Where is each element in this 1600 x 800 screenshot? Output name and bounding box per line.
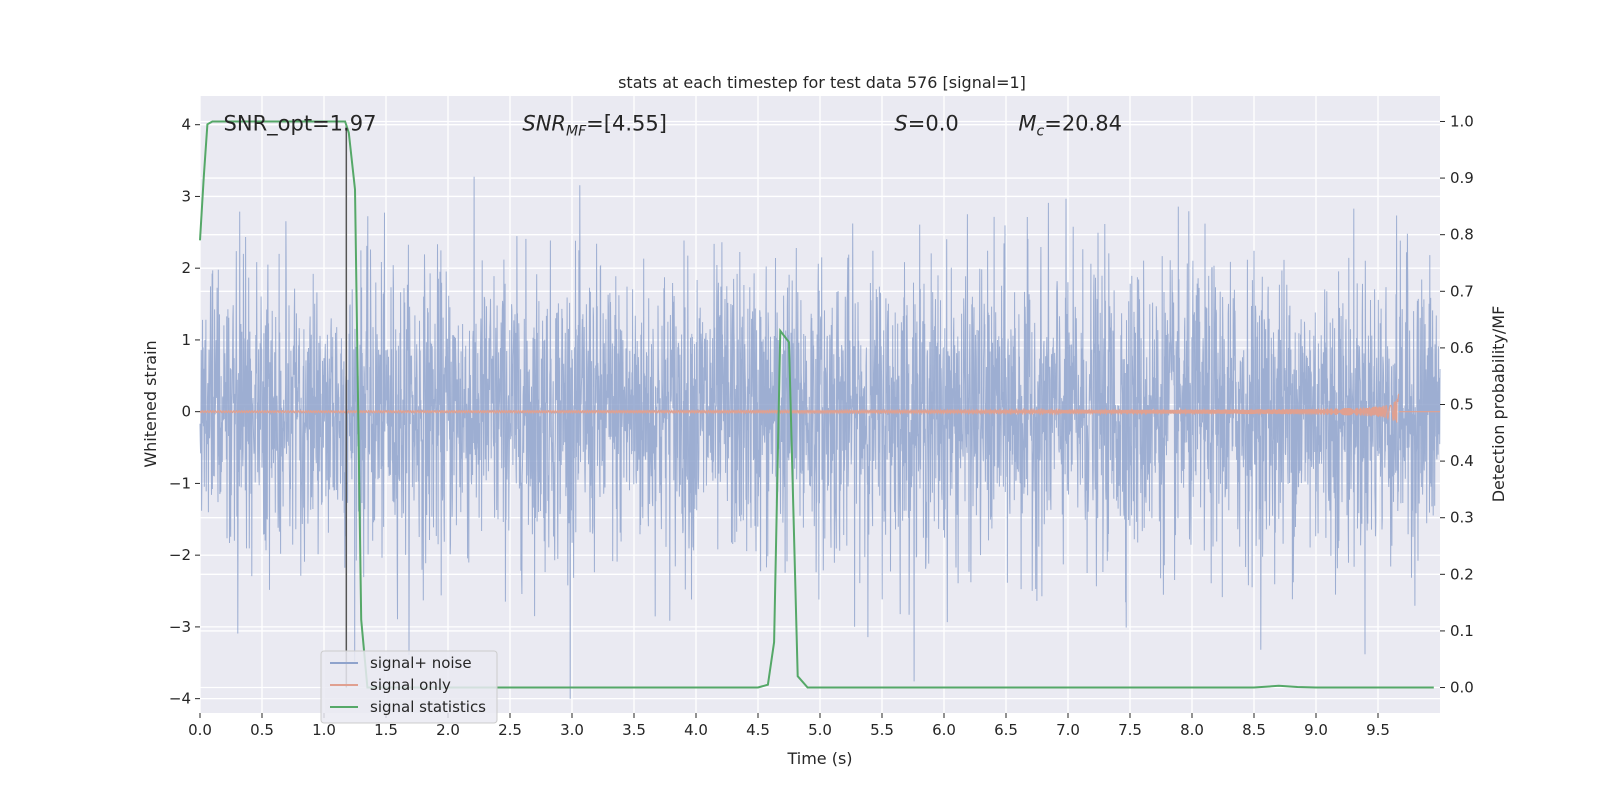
y-tick-label: 2 [181,259,191,277]
y-tick-label: 4 [181,116,191,134]
y-axis-ticks: −4 −3 −2 −1 0 1 2 3 4 [169,116,200,708]
signal-statistics-line [199,120,1434,689]
right-axis-ticks: 0.0 0.1 0.2 0.3 0.4 0.5 0.6 0.7 0.8 0.9 1.0 [1440,112,1474,697]
y-tick-label: −2 [169,546,191,564]
legend-label-signal-noise: signal+ noise [370,654,472,672]
annotation-mc-value: Mc=20.84 [1018,112,1122,140]
x-tick-label: 7.5 [1118,721,1142,739]
x-tick-label: 3.5 [622,721,646,739]
x-tick-label: 9.0 [1304,721,1328,739]
right-tick-label: 0.8 [1450,226,1474,244]
right-tick-label: 0.5 [1450,396,1474,414]
right-tick-label: 0.1 [1450,622,1474,640]
annotation-snr-mf: SNRMF=[4.55] [522,112,667,140]
signal-statistics-series [199,120,1434,689]
annotation-snr-opt: SNR_opt=1.97 [224,112,377,137]
legend-label-signal-only: signal only [370,676,451,694]
chart-title: stats at each timestep for test data 576… [618,73,1026,92]
right-tick-label: 0.6 [1450,339,1474,357]
legend: signal+ noise signal only signal statist… [320,650,498,724]
x-tick-label: 8.0 [1180,721,1204,739]
y-tick-label: −4 [169,690,191,708]
x-tick-label: 5.0 [808,721,832,739]
x-tick-label: 0.0 [188,721,212,739]
x-tick-label: 8.5 [1242,721,1266,739]
y-tick-label: −3 [169,618,191,636]
right-tick-label: 0.7 [1450,282,1474,300]
y-tick-label: 3 [181,187,191,205]
right-tick-label: 0.2 [1450,565,1474,583]
right-tick-label: 1.0 [1450,112,1474,130]
x-tick-label: 4.0 [684,721,708,739]
signal-noise-line [199,176,1441,699]
signal-only-series [199,393,1440,423]
y-tick-label: 1 [181,331,191,349]
x-tick-label: 2.0 [436,721,460,739]
x-tick-label: 7.0 [1056,721,1080,739]
right-axis-label: Detection probability/MF [1489,306,1508,503]
legend-box [320,650,498,724]
x-tick-label: 6.5 [994,721,1018,739]
annotation-s-value: S=0.0 [894,112,958,136]
right-tick-label: 0.9 [1450,169,1474,187]
x-tick-label: 1.0 [312,721,336,739]
signal-only-line [199,393,1400,423]
x-tick-label: 5.5 [870,721,894,739]
x-tick-label: 1.5 [374,721,398,739]
x-axis-ticks: 0.0 0.5 1.0 1.5 2.0 2.5 3.0 3.5 4.0 4.5 5.0 5.5 6.0 6… [188,713,1390,739]
y-tick-label: 0 [181,403,191,421]
x-tick-label: 0.5 [250,721,274,739]
annotations: SNR_opt=1.97 SNRMF=[4.55] S=0.0 Mc=20.84 [224,112,1122,140]
x-tick-label: 4.5 [746,721,770,739]
x-tick-label: 6.0 [932,721,956,739]
right-tick-label: 0.3 [1450,509,1474,527]
legend-label-signal-statistics: signal statistics [370,698,486,716]
x-axis-label: Time (s) [786,749,852,768]
signal-noise-series [199,176,1441,699]
y-tick-label: −1 [169,474,191,492]
x-tick-label: 2.5 [498,721,522,739]
right-tick-label: 0.4 [1450,452,1474,470]
x-tick-label: 3.0 [560,721,584,739]
y-axis-label: Whitened strain [141,340,160,467]
right-tick-label: 0.0 [1450,679,1474,697]
x-tick-label: 9.5 [1366,721,1390,739]
